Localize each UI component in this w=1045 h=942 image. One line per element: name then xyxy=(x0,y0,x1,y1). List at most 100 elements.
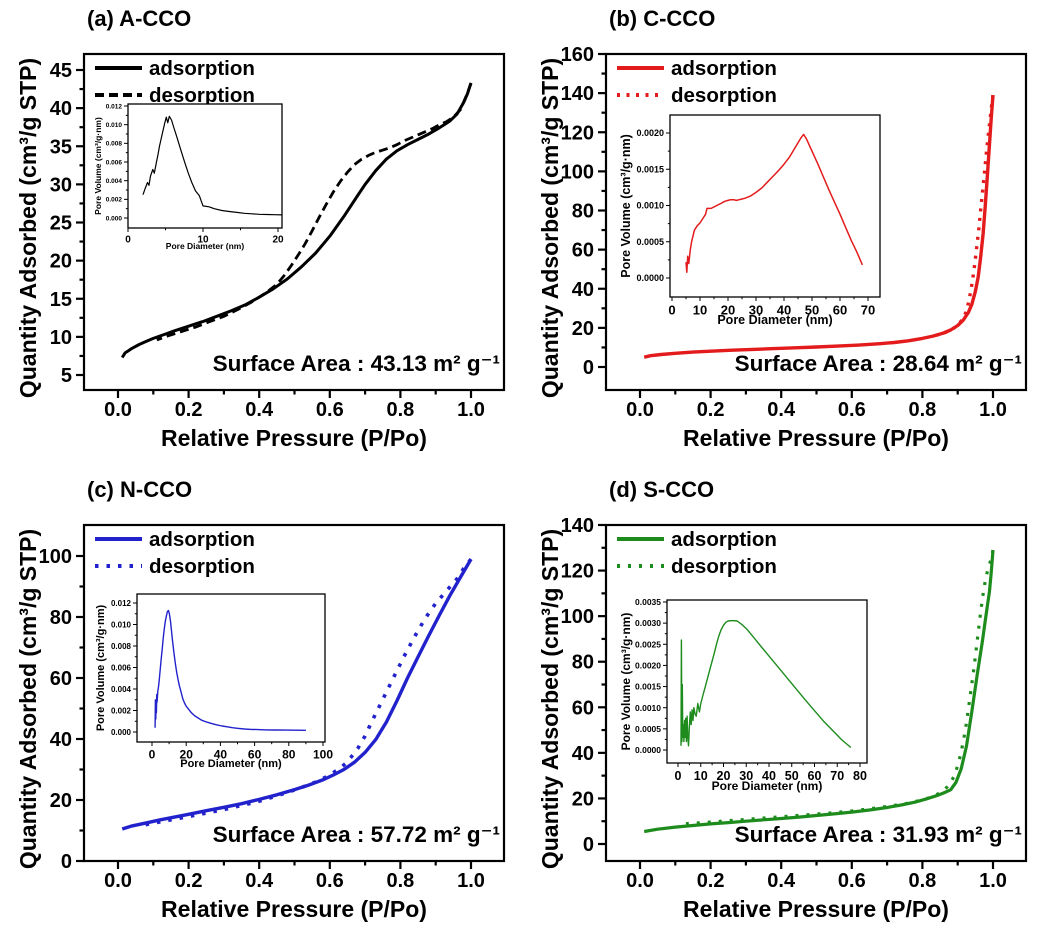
inset-y-axis-label: Pore Volume (cm³/g·nm) xyxy=(95,605,107,732)
inset-xtick-label: 20 xyxy=(272,235,284,246)
inset-ytick-label: 0.0005 xyxy=(636,237,664,247)
inset-ticks xyxy=(124,105,279,232)
panel-d-adsorption-curve xyxy=(643,549,995,834)
panel-b-ytick-label: 140 xyxy=(561,83,594,105)
inset-ytick-label: 0.0000 xyxy=(636,273,664,283)
panel-b-ytick-label: 40 xyxy=(572,279,594,301)
inset-xtick-label: 40 xyxy=(762,769,776,783)
panel-c-xtick-label: 0.2 xyxy=(175,870,203,892)
panel-c-desorption-curve xyxy=(138,557,473,828)
panel-b-xtick-label: 0.6 xyxy=(838,399,866,421)
panel-d-xtick-label: 0.4 xyxy=(767,870,796,892)
panel-d-desorption-curve xyxy=(685,549,995,826)
inset-ytick-label: 0.0015 xyxy=(635,682,661,692)
inset-xtick-label: 0 xyxy=(668,302,675,317)
panel-b-ytick-label: 80 xyxy=(572,201,594,223)
panel-a-y-axis-label: Quantity Adsorbed (cm³/g STP) xyxy=(15,58,41,398)
inset-ytick-label: 0.012 xyxy=(106,103,123,110)
inset-xtick-label: 40 xyxy=(214,747,228,761)
legend-desorption-label: desorption xyxy=(149,555,255,578)
panel-b-ytick-label: 0 xyxy=(583,357,594,379)
inset-plot-box xyxy=(666,599,868,764)
inset-ytick-label: 0.0035 xyxy=(635,597,661,607)
inset-xtick-label: 80 xyxy=(853,769,867,783)
panel-c-x-axis-label: Relative Pressure (P/Po) xyxy=(161,896,427,922)
panel-a-xtick-label: 0.4 xyxy=(245,399,274,421)
panel-a-ytick-label: 20 xyxy=(50,251,72,273)
panel-b-legend: adsorption desorption xyxy=(617,57,777,107)
panel-b-xtick-label: 0.4 xyxy=(767,399,796,421)
inset-x-axis-label: Pore Diameter (nm) xyxy=(166,241,245,251)
inset-ytick-label: 0.002 xyxy=(111,706,132,715)
panel-b-xtick-label: 0.0 xyxy=(626,399,654,421)
panel-d-ytick-label: 20 xyxy=(572,788,594,810)
inset-xtick-label: 10 xyxy=(197,235,209,246)
inset-xtick-label: 100 xyxy=(313,747,333,761)
inset-xtick-label: 60 xyxy=(808,769,822,783)
panel-c-legend: adsorption desorption xyxy=(95,528,255,578)
inset-plot-box xyxy=(127,103,283,229)
panel-a-ytick-label: 35 xyxy=(50,136,72,158)
inset-ytick-label: 0.010 xyxy=(111,620,132,629)
inset-ytick-label: 0.0000 xyxy=(635,745,661,755)
panel-a-cco: (a) A-CCO 0.0 0.2 0.4 0.6 0.8 1.0 5 10 15 20 25 30 35… xyxy=(15,6,506,451)
panel-a-x-axis-label: Relative Pressure (P/Po) xyxy=(161,425,427,451)
inset-ytick-label: 0.0020 xyxy=(636,128,664,138)
panel-a-ytick-label: 25 xyxy=(50,213,72,235)
panel-d-xtick-label: 0.0 xyxy=(626,870,654,892)
panel-b-x-axis-label: Relative Pressure (P/Po) xyxy=(683,425,949,451)
panel-c-xtick-label: 0.4 xyxy=(245,870,274,892)
inset-y-axis-label: Pore Volume (cm³/g·nm) xyxy=(93,117,103,215)
panel-b-ytick-label: 120 xyxy=(561,122,594,144)
panel-a-title: (a) A-CCO xyxy=(87,6,191,31)
panel-b-ytick-label: 160 xyxy=(561,44,594,66)
panel-b-ticks xyxy=(598,52,995,398)
panel-b-ytick-label: 20 xyxy=(572,318,594,340)
panel-b-surface-area-label: Surface Area : 28.64 m² g⁻¹ xyxy=(735,351,1022,376)
panel-a-desorption-curve xyxy=(156,82,473,342)
inset-y-axis-label: Pore Volume (cm³/g·nm) xyxy=(619,134,633,278)
panel-d-ticks xyxy=(598,523,995,869)
inset-ticks xyxy=(666,132,869,301)
panel-b-xtick-label: 0.2 xyxy=(697,399,725,421)
panel-a-xtick-label: 1.0 xyxy=(457,399,485,421)
inset-ticks xyxy=(133,602,324,746)
panel-c-xtick-label: 0.6 xyxy=(316,870,344,892)
panel-a-inset: 0 10 20 0.000 0.002 0.004 0.006 0.008 0.010 0.012… xyxy=(93,103,284,251)
panel-b-ytick-label: 100 xyxy=(561,161,594,183)
inset-xtick-label: 0 xyxy=(125,235,131,246)
inset-pore-distribution-curve xyxy=(680,619,852,749)
panel-d-ytick-label: 40 xyxy=(572,743,594,765)
inset-xtick-label: 30 xyxy=(739,769,753,783)
panel-a-xtick-label: 0.2 xyxy=(175,399,203,421)
inset-xtick-label: 10 xyxy=(693,302,707,317)
inset-pore-distribution-curve xyxy=(142,115,282,216)
legend-desorption-label: desorption xyxy=(671,555,777,578)
legend-adsorption-label: adsorption xyxy=(149,57,255,80)
panel-c-xtick-label: 1.0 xyxy=(457,870,485,892)
inset-ytick-label: 0.0030 xyxy=(635,618,661,628)
panel-c-ticks xyxy=(76,554,473,869)
inset-ytick-label: 0.0010 xyxy=(635,703,661,713)
inset-xtick-label: 20 xyxy=(717,769,731,783)
panel-d-surface-area-label: Surface Area : 31.93 m² g⁻¹ xyxy=(735,822,1022,847)
panel-d-inset: 0 10 20 30 40 50 60 70 80 0.0000 0.0005 0.0010 0.001… xyxy=(619,597,868,793)
inset-xtick-label: 10 xyxy=(694,769,708,783)
panel-a-ytick-label: 40 xyxy=(50,98,72,120)
panel-c-y-axis-label: Quantity Adsorbed (cm³/g STP) xyxy=(15,529,41,869)
legend-desorption-label: desorption xyxy=(149,84,255,107)
inset-xtick-label: 20 xyxy=(180,747,194,761)
inset-ytick-label: 0.0015 xyxy=(636,164,664,174)
legend-desorption-label: desorption xyxy=(671,84,777,107)
panel-b-inset: 0 10 20 30 40 50 60 70 0.0000 0.0005 0.0010 0.0015 0… xyxy=(619,114,881,327)
panel-a-ytick-label: 15 xyxy=(50,289,72,311)
panel-d-ytick-label: 80 xyxy=(572,652,594,674)
legend-adsorption-label: adsorption xyxy=(671,57,777,80)
panel-c-adsorption-curve xyxy=(121,558,473,831)
panel-b-title: (b) C-CCO xyxy=(609,6,715,31)
inset-xtick-label: 0 xyxy=(149,747,156,761)
panel-a-ytick-label: 10 xyxy=(50,327,72,349)
inset-ytick-label: 0.008 xyxy=(111,642,132,651)
